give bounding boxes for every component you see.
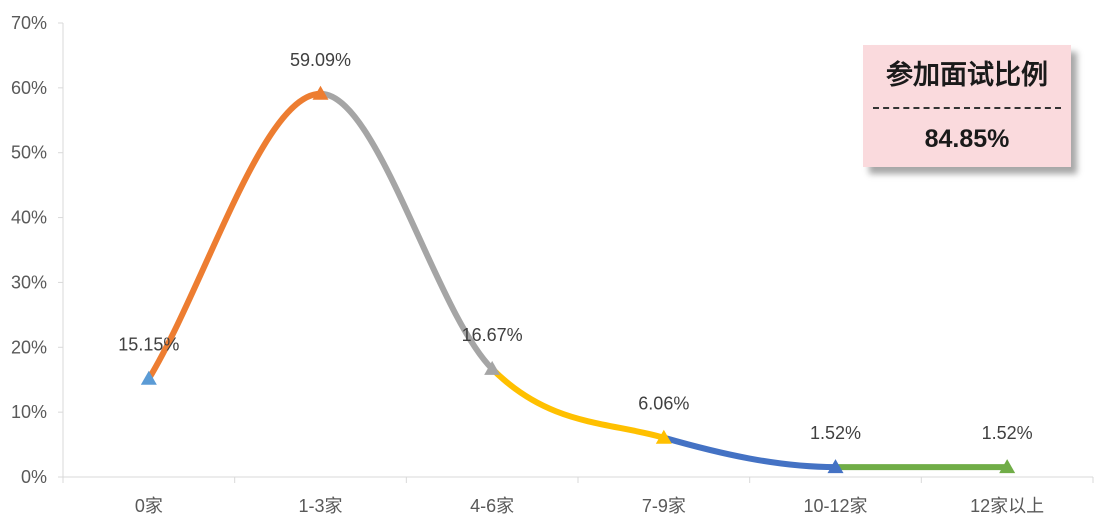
data-point-marker [312,85,329,100]
line-segment [489,365,667,441]
series-markers [140,85,1016,474]
callout-title: 参加面试比例 [886,60,1048,91]
y-tick-label: 60% [11,78,47,98]
data-point-marker [655,429,672,444]
data-point-marker [140,370,157,385]
x-axis: 0家 1-3家 4-6家 7-9家 10-12家 12家以上 [62,476,1094,516]
data-label: 6.06% [638,394,689,414]
x-tick-label: 10-12家 [803,496,867,516]
interview-rate-callout: 参加面试比例 84.85% [863,45,1071,167]
x-tick-label: 7-9家 [642,496,686,516]
data-label: 16.67% [462,325,523,345]
x-tick-label: 1-3家 [298,496,342,516]
y-tick-label: 70% [11,13,47,33]
y-tick-label: 0% [21,467,47,487]
x-tick-label: 0家 [135,496,163,516]
data-label: 59.09% [290,50,351,70]
x-tick-label: 4-6家 [470,496,514,516]
data-point-marker [827,459,844,474]
line-segment [317,90,496,372]
y-axis: 0% 10% 20% 30% 40% 50% 60% 70% [11,13,64,487]
series-line [145,90,1011,471]
data-labels: 15.15% 59.09% 16.67% 6.06% 1.52% 1.52% [118,50,1032,443]
line-segment [145,90,324,382]
y-tick-label: 20% [11,337,47,357]
line-segment [660,434,839,471]
callout-divider [873,107,1061,109]
data-point-marker [484,360,501,375]
data-label: 15.15% [118,335,179,355]
callout-value: 84.85% [924,125,1010,153]
data-point-marker [999,459,1016,474]
y-tick-label: 30% [11,272,47,292]
y-tick-label: 40% [11,208,47,228]
data-label: 1.52% [810,423,861,443]
x-tick-label: 12家以上 [970,496,1044,516]
y-tick-label: 50% [11,143,47,163]
data-label: 1.52% [982,423,1033,443]
y-tick-label: 10% [11,402,47,422]
